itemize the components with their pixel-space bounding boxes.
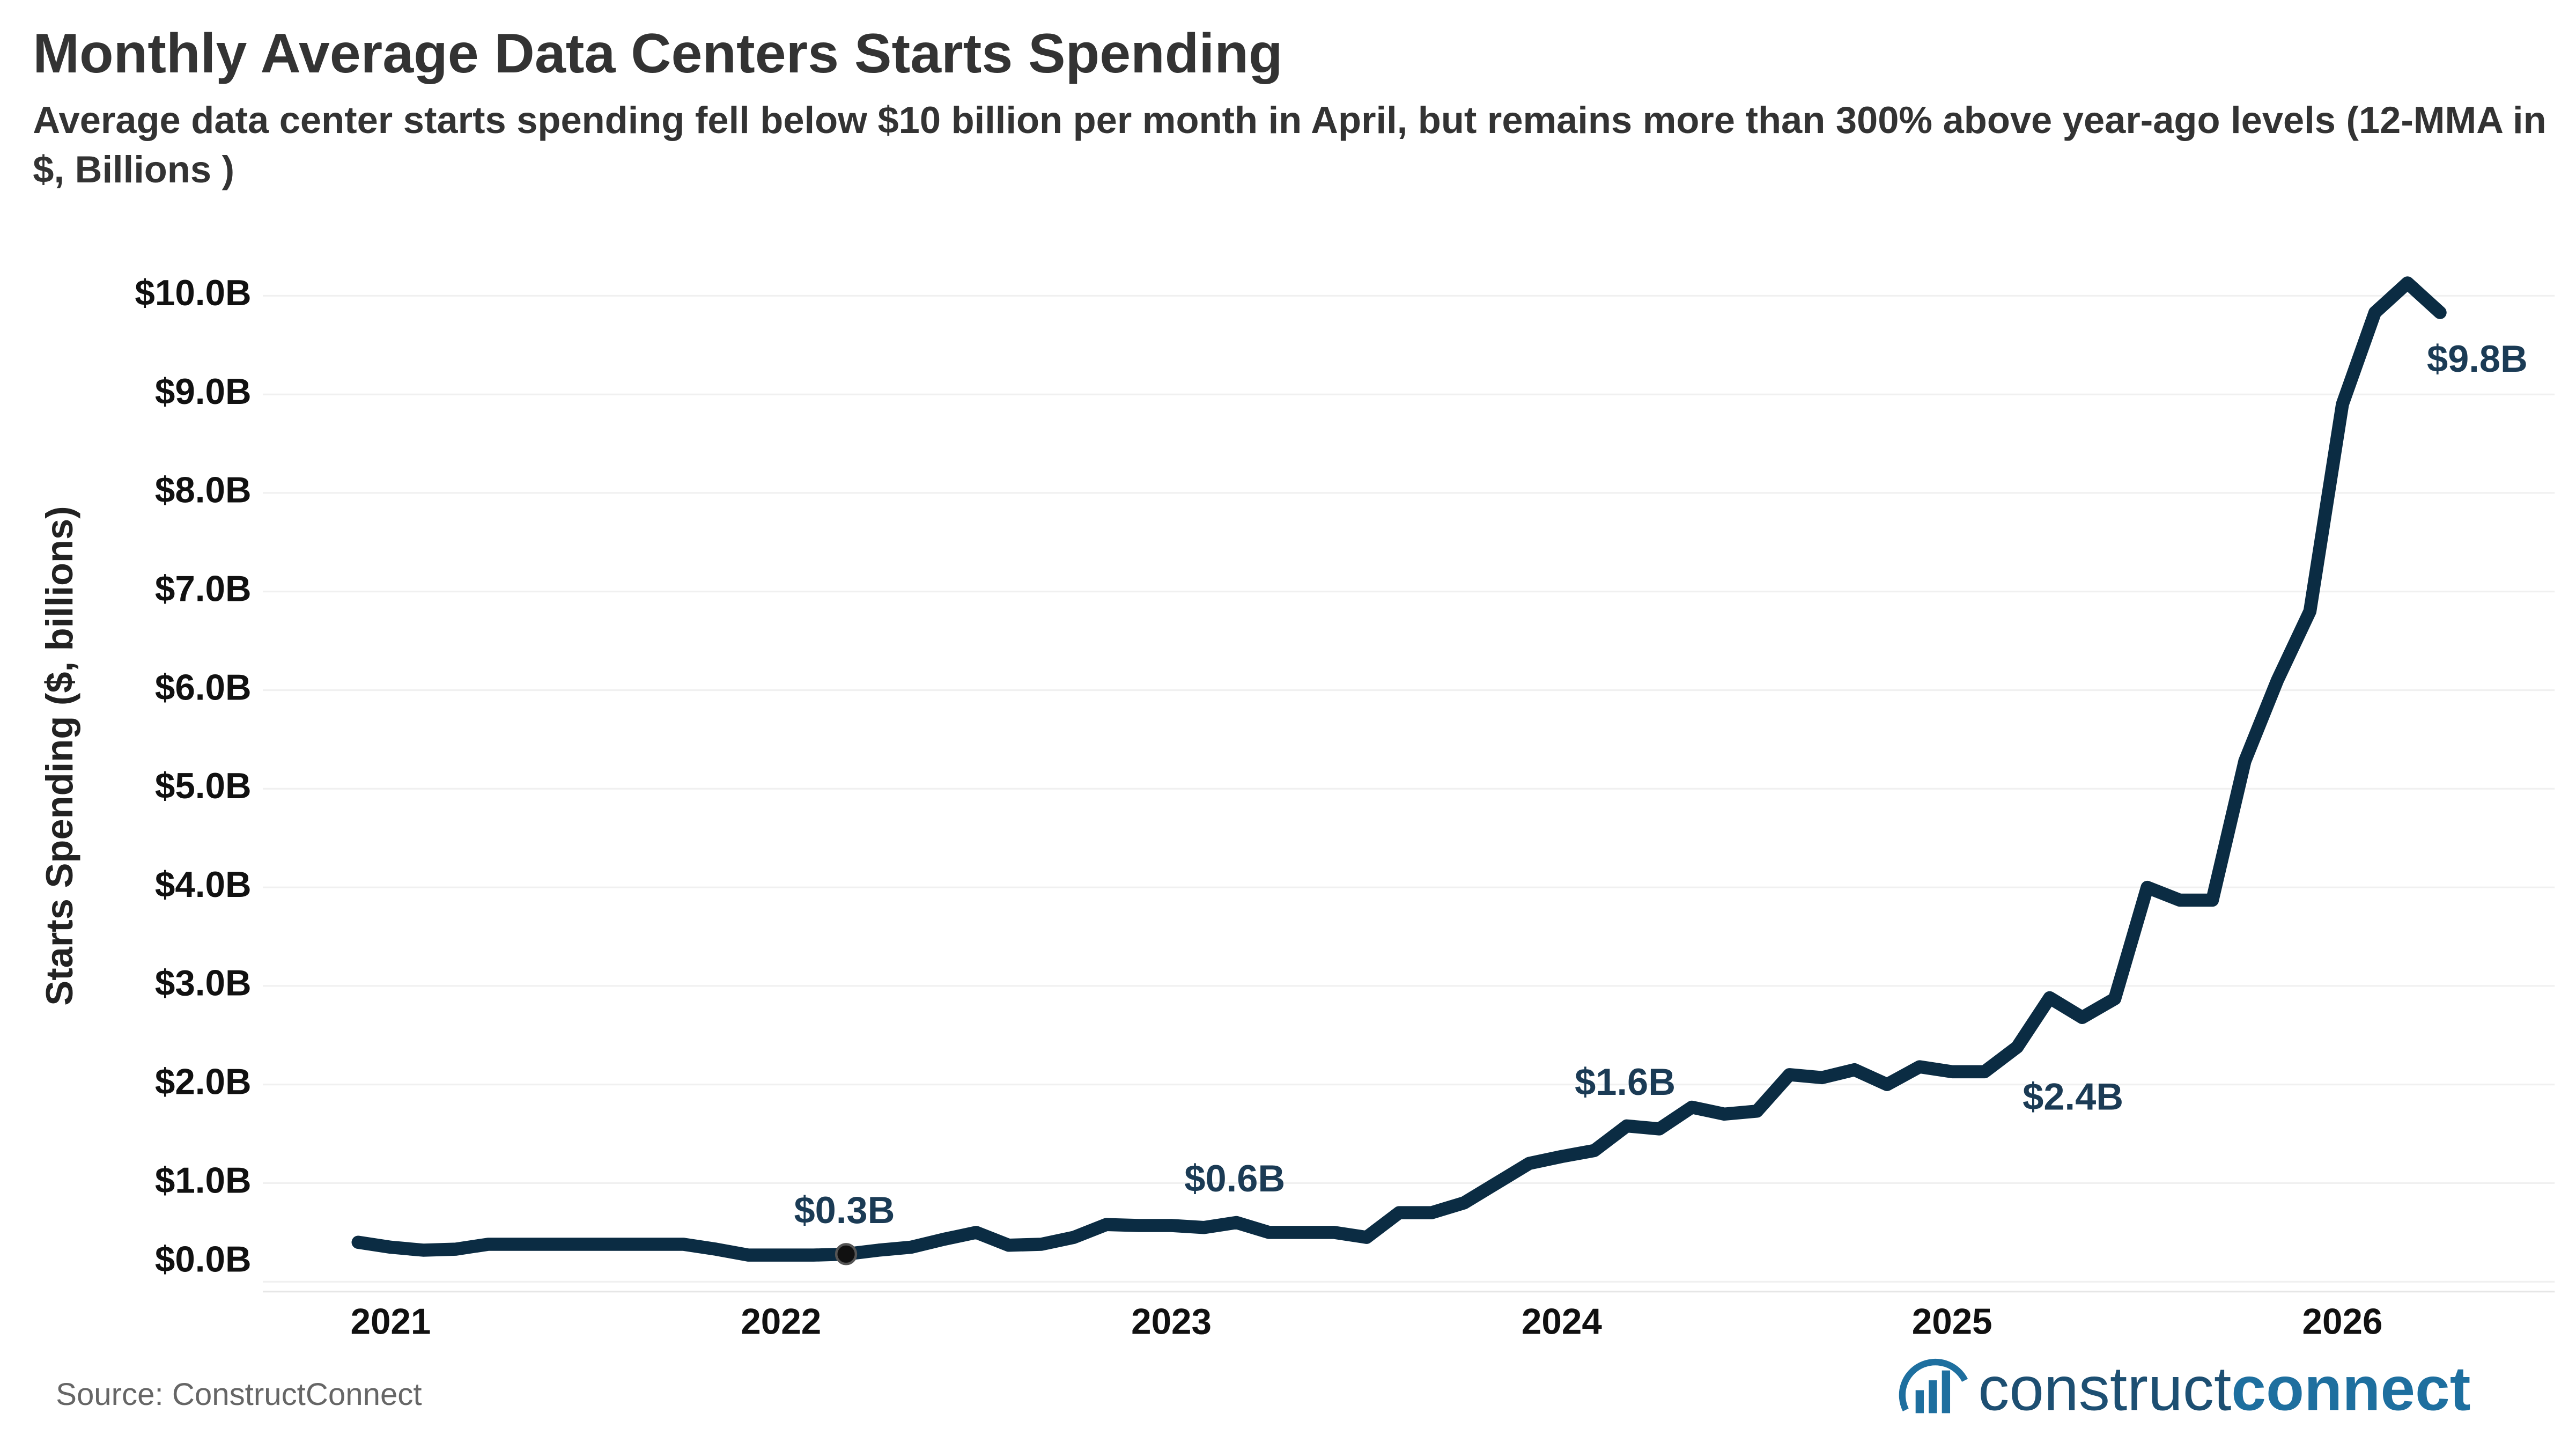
y-tick-label: $9.0B <box>155 372 252 412</box>
logo-text-bold: connect <box>2231 1353 2470 1423</box>
data-label: $0.3B <box>794 1189 895 1231</box>
logo-icon <box>1899 1358 1968 1411</box>
logo-icon <box>1915 1390 1924 1414</box>
logo-text: constructconnect <box>1978 1353 2470 1423</box>
chart-title: Monthly Average Data Centers Starts Spen… <box>33 23 1283 86</box>
source: Source: ConstructConnect <box>56 1377 422 1412</box>
y-tick-label: $7.0B <box>155 569 252 609</box>
x-tick-label: 2025 <box>1912 1302 1992 1342</box>
y-tick-label: $3.0B <box>155 963 252 1004</box>
data-label: $9.8B <box>2427 337 2528 380</box>
logo: constructconnect <box>1899 1353 2471 1423</box>
y-tick-label: $10.0B <box>135 273 251 313</box>
y-tick-label: $2.0B <box>155 1062 252 1102</box>
x-tick-label: 2023 <box>1131 1302 1212 1342</box>
x-tick-label: 2024 <box>1522 1302 1602 1342</box>
data-label: $2.4B <box>2023 1076 2123 1118</box>
y-tick-label: $5.0B <box>155 766 252 806</box>
y-tick-label: $4.0B <box>155 865 252 905</box>
chart-subtitle: Average data center starts spending fell… <box>33 98 2547 191</box>
highlight-point <box>835 1243 858 1265</box>
y-tick-label: $1.0B <box>155 1160 252 1201</box>
line <box>351 276 2447 1262</box>
x-tick-label: 2021 <box>350 1302 431 1342</box>
y-axis-title: Starts Spending ($, billions) <box>38 506 80 1005</box>
data-label: $0.6B <box>1184 1157 1285 1199</box>
logo-icon <box>1929 1380 1937 1414</box>
y-tick-label: $6.0B <box>155 667 252 708</box>
x-tick-label: 2026 <box>2302 1302 2383 1342</box>
y-tick-label: $8.0B <box>155 470 252 511</box>
logo-text-light: construct <box>1978 1353 2231 1423</box>
y-tick-label: $0.0B <box>155 1239 252 1279</box>
data-label: $1.6B <box>1575 1061 1675 1103</box>
x-tick-label: 2022 <box>741 1302 821 1342</box>
logo-icon <box>1942 1370 1951 1414</box>
